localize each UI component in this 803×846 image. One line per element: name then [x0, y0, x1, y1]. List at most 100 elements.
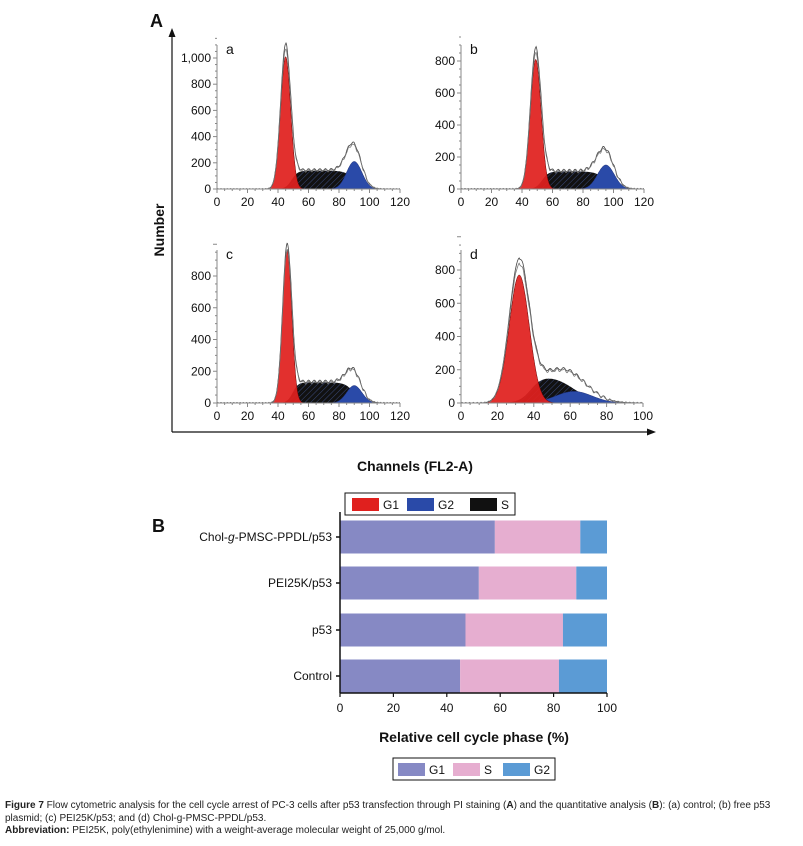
legend-swatch-g1	[398, 763, 425, 776]
panel-label: d	[470, 246, 478, 262]
x-tick-label: 40	[271, 409, 285, 423]
bar-g1	[340, 659, 461, 693]
y-tick-label: 400	[435, 330, 455, 344]
x-tick-label: 20	[241, 409, 255, 423]
legend-swatch-s	[453, 763, 480, 776]
x-tick-label: 120	[390, 409, 410, 423]
x-tick-label: 80	[600, 409, 614, 423]
bar-s	[460, 659, 559, 693]
panel-b-letter: B	[152, 516, 165, 536]
bar-row	[340, 659, 607, 693]
x-tick-label: 40	[527, 409, 541, 423]
category-label: Chol-g-PMSC-PPDL/p53	[199, 530, 332, 544]
histogram-panel-c: 0 20 40 60 80 100 120 0 200 400 600 800 c	[191, 242, 410, 423]
caption-ref-b: B	[651, 800, 660, 811]
x-tick-label: 0	[458, 409, 465, 423]
legend-label: S	[501, 498, 509, 512]
x-tick-label: 100	[603, 195, 623, 209]
envelope-line	[217, 242, 400, 404]
y-tick-label: 0	[448, 396, 455, 410]
y-tick-label: 400	[191, 333, 211, 347]
x-tick-label: 60	[494, 701, 508, 715]
envelope-line	[461, 45, 644, 190]
figure-7: A B Number Channels (FL2-A) 0 20 40 60 80 100…	[150, 11, 656, 781]
legend-swatch-g2	[407, 498, 434, 511]
y-tick-label: 800	[435, 54, 455, 68]
panel-label: c	[226, 246, 233, 262]
x-tick-label: 80	[332, 409, 346, 423]
y-tick-label: 200	[435, 363, 455, 377]
g1-phase-area	[461, 59, 644, 190]
bar-g2	[576, 566, 607, 600]
x-tick-label: 40	[515, 195, 529, 209]
x-tick-label: 20	[241, 195, 255, 209]
bar-g1	[340, 566, 479, 600]
x-tick-label: 80	[576, 195, 590, 209]
y-tick-label: 1,000	[181, 51, 211, 65]
figure-caption: Figure 7 Flow cytometric analysis for th…	[5, 800, 800, 838]
category-label: Control	[293, 669, 332, 683]
bar-g2	[562, 613, 607, 647]
histogram-panel-d: 0 20 40 60 80 100 0 200 400 600 800 d	[435, 236, 653, 423]
caption-text: ) and the quantitative analysis (	[513, 800, 652, 811]
panel-label: b	[470, 41, 478, 57]
y-tick-label: 800	[435, 263, 455, 277]
bar-g1	[340, 613, 466, 647]
x-axis-label: Channels (FL2-A)	[357, 458, 473, 474]
x-tick-label: 60	[302, 409, 316, 423]
x-tick-label: 0	[458, 195, 465, 209]
y-tick-label: 0	[448, 182, 455, 196]
abbreviation-label: Abbreviation:	[5, 825, 70, 836]
bar-s	[494, 520, 581, 554]
legend-label: G1	[383, 498, 399, 512]
x-tick-label: 60	[564, 409, 578, 423]
x-axis-label: Relative cell cycle phase (%)	[379, 729, 569, 745]
s-phase-area	[217, 382, 400, 403]
y-tick-label: 400	[191, 130, 211, 144]
x-tick-label: 100	[633, 409, 653, 423]
envelope-line	[216, 48, 400, 190]
bar-row	[340, 566, 607, 600]
x-tick-label: 0	[214, 195, 221, 209]
caption-text: ): (a) control; (b) free p53 plasmid; (c…	[5, 800, 771, 824]
y-tick-label: 200	[191, 364, 211, 378]
x-tick-label: 60	[302, 195, 316, 209]
x-tick-label: 0	[337, 701, 344, 715]
envelope-line	[460, 262, 643, 404]
y-tick-label: 600	[435, 296, 455, 310]
category-label: PEI25K/p53	[268, 576, 332, 590]
x-tick-label: 80	[547, 701, 561, 715]
histogram-panel-b: 0 20 40 60 80 100 120 0 200 400 600 800 b	[435, 36, 654, 209]
y-tick-label: 600	[191, 103, 211, 117]
bar-chart: Chol-g-PMSC-PPDL/p53 PEI25K/p53 p53 Control…	[199, 512, 617, 781]
x-tick-label: 20	[485, 195, 499, 209]
figure-label: Figure 7	[5, 800, 44, 811]
bar-row	[340, 520, 607, 554]
legend-swatch-s	[470, 498, 497, 511]
y-tick-label: 600	[191, 301, 211, 315]
x-tick-label: 120	[634, 195, 654, 209]
x-tick-label: 20	[491, 409, 505, 423]
x-tick-label: 40	[440, 701, 454, 715]
x-tick-label: 120	[390, 195, 410, 209]
bar-g2	[580, 520, 607, 554]
panel-a-letter: A	[150, 11, 163, 31]
y-tick-label: 600	[435, 86, 455, 100]
bar-s	[478, 566, 577, 600]
y-tick-label: 400	[435, 118, 455, 132]
legend-label: G2	[534, 763, 550, 777]
histogram-legend: G1 G2 S	[344, 492, 516, 516]
y-tick-label: 0	[204, 182, 211, 196]
s-phase-area	[461, 378, 643, 403]
x-tick-label: 0	[214, 409, 221, 423]
y-tick-label: 200	[435, 150, 455, 164]
y-tick-label: 800	[191, 77, 211, 91]
envelope-line	[217, 41, 400, 190]
x-tick-label: 100	[359, 409, 379, 423]
x-tick-label: 100	[597, 701, 617, 715]
caption-text: Flow cytometric analysis for the cell cy…	[43, 800, 507, 811]
bar-g1	[340, 520, 495, 554]
legend-label: G2	[438, 498, 454, 512]
abbreviation-text: PEI25K, poly(ethylenimine) with a weight…	[69, 825, 446, 836]
